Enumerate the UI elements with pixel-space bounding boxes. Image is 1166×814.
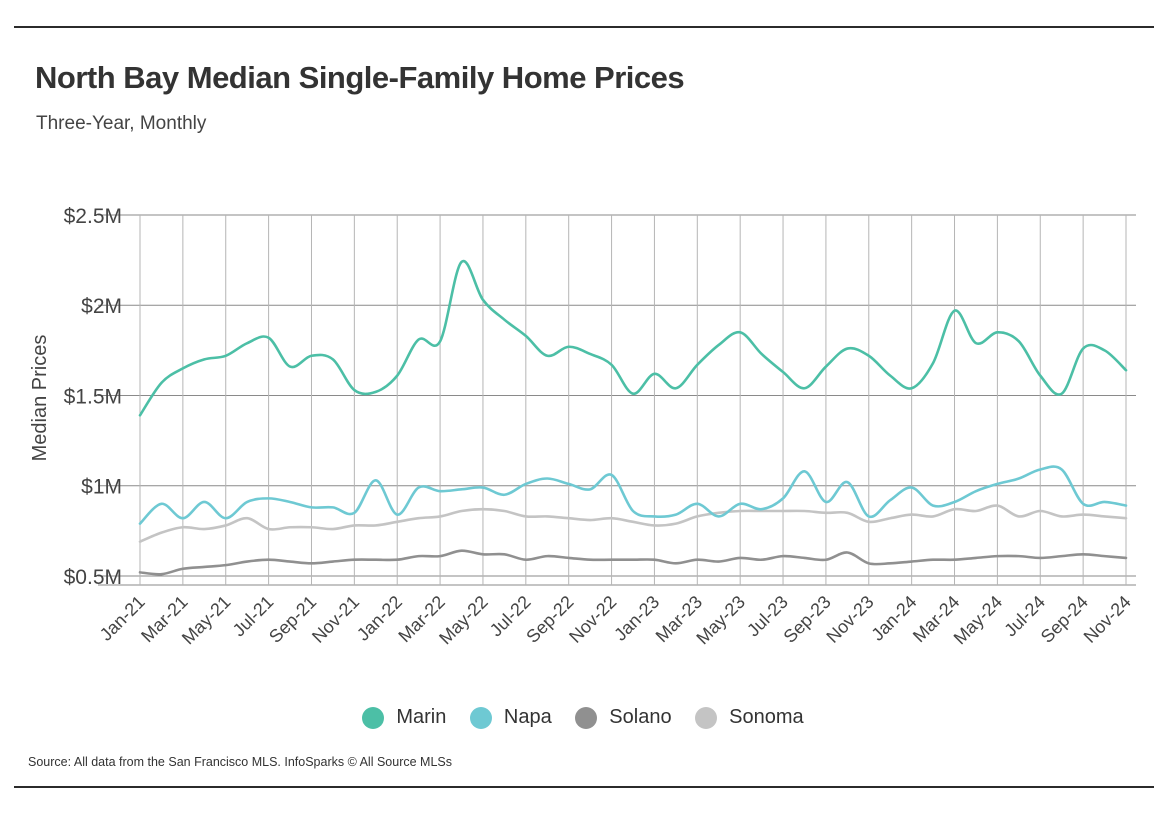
y-tick-label: $0.5M [64, 566, 122, 589]
legend-item-napa: Napa [469, 706, 552, 729]
x-tick-label: Sep-21 [265, 592, 320, 647]
y-axis-ticks: $0.5M $1M $1.5M $2M $2.5M [64, 205, 122, 589]
legend: Marin Napa Solano Sonoma [0, 706, 1166, 735]
legend-label-marin: Marin [396, 706, 447, 728]
legend-swatch-marin [362, 706, 385, 729]
y-tick-label: $2.5M [64, 205, 122, 228]
gridlines [98, 214, 1136, 586]
legend-swatch-napa [469, 706, 492, 729]
source-note: Source: All data from the San Francisco … [28, 755, 452, 769]
x-tick-label: Nov-22 [565, 592, 620, 647]
bottom-rule [14, 786, 1154, 788]
top-rule [14, 26, 1154, 28]
series-line-napa [138, 465, 1128, 525]
x-tick-label: Nov-24 [1080, 592, 1135, 647]
legend-label-sonoma: Sonoma [729, 706, 804, 728]
x-tick-label: Sep-24 [1037, 592, 1092, 647]
x-tick-label: Nov-23 [822, 592, 877, 647]
x-tick-label: Sep-23 [780, 592, 835, 647]
x-tick-label: May-24 [950, 592, 1007, 649]
legend-item-solano: Solano [575, 706, 672, 729]
legend-swatch-solano [575, 706, 598, 729]
legend-label-solano: Solano [609, 706, 672, 728]
line-chart: $0.5M $1M $1.5M $2M $2.5M Jan-21Mar-21May-21… [29, 205, 1136, 649]
x-tick-label: May-23 [692, 592, 749, 649]
chart-subtitle: Three-Year, Monthly [36, 113, 207, 134]
series-lines [138, 259, 1128, 576]
y-tick-label: $1.5M [64, 385, 122, 408]
x-tick-label: May-21 [178, 592, 235, 649]
series-line-marin [138, 259, 1128, 417]
x-axis-ticks: Jan-21Mar-21May-21Jul-21Sep-21Nov-21Jan-… [96, 592, 1135, 649]
y-axis-label: Median Prices [29, 335, 51, 462]
x-tick-label: Nov-21 [308, 592, 363, 647]
legend-label-napa: Napa [503, 706, 552, 728]
chart-title: North Bay Median Single-Family Home Pric… [35, 60, 685, 95]
x-tick-label: Sep-22 [522, 592, 577, 647]
series-line-solano [138, 549, 1128, 576]
series-line-sonoma [138, 504, 1128, 543]
legend-item-sonoma: Sonoma [695, 706, 804, 729]
legend-swatch-sonoma [695, 706, 718, 729]
legend-item-marin: Marin [362, 706, 446, 729]
y-tick-label: $2M [81, 295, 122, 318]
x-tick-label: May-22 [435, 592, 492, 649]
y-tick-label: $1M [81, 476, 122, 499]
